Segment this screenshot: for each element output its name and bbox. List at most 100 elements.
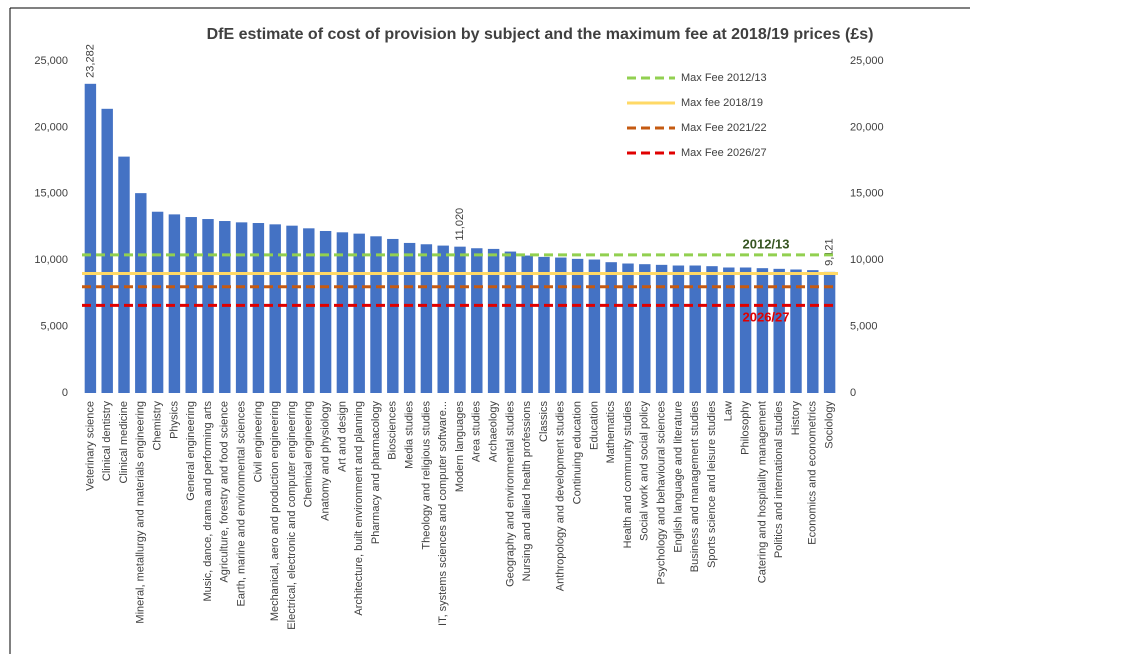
bar [672,265,685,393]
annotation: 2012/13 [743,236,790,251]
x-tick-label: Electrical, electronic and computer engi… [286,401,298,630]
bar [622,263,634,393]
bar [521,255,533,393]
x-tick-label: Chemistry [152,401,164,451]
x-tick-label: Modern languages [454,401,466,493]
bar [370,236,382,393]
bar [706,266,718,393]
x-tick-label: Sociology [824,401,836,449]
y2-tick-label: 0 [850,387,856,399]
bar [538,256,550,393]
y2-tick-label: 15,000 [850,188,884,200]
x-tick-label: Social work and social policy [639,401,651,542]
x-tick-label: Chemical engineering [303,401,315,507]
bar [790,269,802,393]
x-tick-label: Geography and environmental studies [504,401,516,587]
bar [504,251,517,393]
bar [823,271,836,393]
x-tick-label: Pharmacy and pharmacology [370,401,382,545]
y-tick-label: 25,000 [34,55,68,67]
bar [773,268,785,393]
x-tick-label: Education [588,401,600,450]
x-tick-label: Continuing education [572,401,584,504]
bar [487,248,500,393]
bar [336,232,349,393]
bar [471,248,483,393]
bar [387,238,399,393]
x-tick-label: Theology and religious studies [420,401,432,550]
x-tick-label: Archaeology [488,401,500,463]
x-tick-label: History [790,401,802,436]
x-tick-label: Law [723,401,735,421]
y-tick-label: 10,000 [34,254,68,266]
x-tick-label: Art and design [336,401,348,472]
x-tick-label: Anthropology and development studies [555,401,567,592]
annotation: 2026/27 [743,309,790,324]
x-tick-label: Sports science and leisure studies [706,401,718,568]
bar [437,245,449,393]
x-tick-label: Nursing and allied health professions [521,401,533,582]
bar [235,222,248,393]
legend-label: Max Fee 2026/27 [681,147,767,159]
x-tick-label: Economics and econometrics [807,401,819,545]
bar [286,225,298,393]
value-label: 9,121 [824,238,836,266]
bar [571,258,584,393]
x-tick-label: Politics and international studies [773,401,785,559]
x-tick-label: Catering and hospitality management [756,401,768,583]
bar [588,259,601,393]
bar [151,211,164,393]
bar [84,83,97,394]
bar [269,224,281,393]
x-tick-label: Philosophy [740,401,752,455]
y2-tick-label: 20,000 [850,121,884,133]
bar [303,228,315,393]
x-tick-label: Classics [538,401,550,442]
chart-title: DfE estimate of cost of provision by sub… [207,26,874,43]
value-label: 23,282 [84,44,96,78]
y-tick-label: 5,000 [40,321,68,333]
y2-tick-label: 5,000 [850,321,878,333]
x-tick-label: Earth, marine and environmental sciences [236,401,248,607]
y-tick-label: 20,000 [34,121,68,133]
legend-label: Max Fee 2012/13 [681,72,767,84]
x-tick-label: Clinical medicine [118,401,130,484]
bar [185,217,197,393]
x-tick-label: Business and management studies [689,401,701,573]
x-tick-label: Mathematics [605,401,617,464]
x-tick-label: Civil engineering [252,401,264,482]
x-tick-label: Physics [168,401,180,439]
x-tick-label: Architecture, built environment and plan… [353,401,365,616]
bar [756,268,769,393]
bar [723,267,735,393]
x-tick-label: Veterinary science [84,401,96,491]
y2-tick-label: 10,000 [850,254,884,266]
bar [639,264,651,393]
x-tick-label: Psychology and behavioural sciences [656,401,668,585]
x-tick-label: Clinical dentistry [101,401,113,482]
bar [454,246,466,393]
bar [168,214,181,393]
x-tick-label: Area studies [471,401,483,463]
x-tick-label: Biosciences [387,401,399,460]
bar [420,244,433,393]
legend-label: Max Fee 2021/22 [681,122,767,134]
bar [353,233,365,393]
x-tick-label: Agriculture, forestry and food science [219,401,231,583]
bar [655,264,668,393]
bar [555,257,567,393]
bar [319,230,332,393]
y2-tick-label: 25,000 [850,55,884,67]
bar [807,270,819,393]
y-tick-label: 0 [62,387,68,399]
legend-label: Max fee 2018/19 [681,97,763,109]
bar [689,265,701,393]
x-tick-label: Mineral, metallurgy and materials engine… [135,401,147,624]
bar [605,262,617,393]
x-tick-label: Health and community studies [622,401,634,549]
x-tick-label: IT, systems sciences and computer softwa… [437,401,449,626]
x-tick-label: Music, dance, drama and performing arts [202,401,214,602]
bar [135,193,147,393]
x-tick-label: General engineering [185,401,197,501]
value-label: 11,020 [454,208,466,241]
